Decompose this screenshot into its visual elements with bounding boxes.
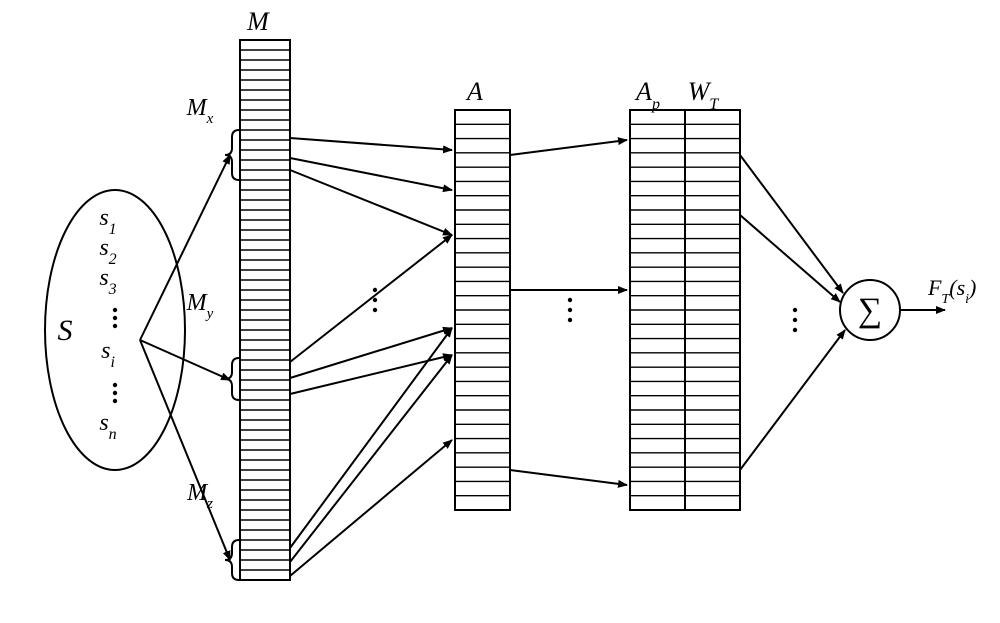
svg-text:Mx: Mx	[186, 95, 214, 127]
svg-text:S: S	[58, 314, 73, 347]
svg-text:WT: WT	[688, 77, 720, 113]
svg-text:si: si	[101, 338, 115, 371]
svg-text:sn: sn	[99, 410, 116, 443]
svg-text:A: A	[465, 77, 483, 106]
svg-text:M: M	[246, 7, 270, 36]
svg-text:∑: ∑	[858, 292, 882, 329]
svg-text:s2: s2	[99, 235, 116, 268]
svg-text:My: My	[186, 290, 214, 322]
svg-text:s3: s3	[99, 265, 116, 298]
svg-text:FT(si): FT(si)	[927, 275, 976, 307]
svg-text:s1: s1	[99, 205, 116, 238]
diagram-canvas: Ss1s2s3sisnMMxMyMzAApWT∑FT(si)	[0, 0, 1000, 623]
svg-text:Ap: Ap	[634, 77, 660, 113]
